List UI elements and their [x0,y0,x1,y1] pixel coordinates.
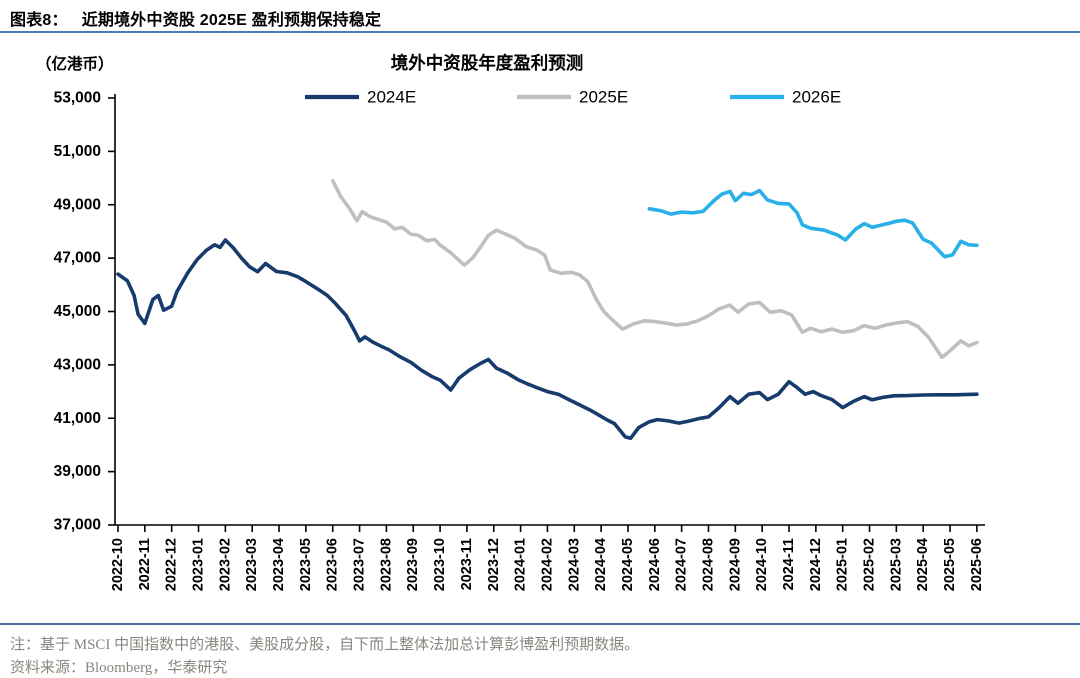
legend-label-2026E: 2026E [792,88,841,107]
chart-title: 境外中资股年度盈利预测 [391,53,584,73]
note-rule [0,623,1080,625]
plot-area: 37,000 39,000 41,000 43,000 45,000 47,000 49,0… [54,88,985,591]
x-tick-label: 2024-08 [700,538,716,591]
caption-rule [0,31,1080,33]
y-tick-label: 39,000 [54,463,101,480]
figure-source: 资料来源：Bloomberg，华泰研究 [10,660,228,676]
x-tick-label: 2022-10 [110,538,126,591]
figure-note: 注：基于 MSCI 中国指数中的港股、美股成分股，自下而上整体法加总计算彭博盈利… [10,637,640,653]
x-tick-label: 2023-08 [378,538,394,591]
y-tick-label: 41,000 [54,410,101,427]
y-tick-label: 37,000 [54,517,101,534]
x-tick-label: 2023-12 [486,538,502,591]
y-tick-label: 43,000 [54,356,101,373]
legend-label-2025E: 2025E [579,88,628,107]
x-axis-ticks: 2022-10 2022-11 2022-12 2023-01 2023-02 2023-… [110,525,985,591]
x-tick-label: 2024-10 [754,538,770,591]
y-tick-label: 53,000 [54,90,101,107]
x-tick-label: 2025-04 [915,538,931,591]
y-axis-ticks: 37,000 39,000 41,000 43,000 45,000 47,000 49,0… [54,90,115,534]
x-tick-label: 2025-01 [835,538,851,591]
figure-caption-label: 图表8： [10,12,68,29]
x-tick-label: 2023-02 [217,538,233,591]
legend: 2024E 2025E 2026E [305,88,841,107]
x-tick-label: 2024-12 [808,538,824,591]
y-tick-label: 51,000 [54,143,101,160]
series-line-2024E [116,238,979,441]
x-tick-label: 2024-04 [593,538,609,591]
x-tick-label: 2023-10 [432,538,448,591]
x-tick-label: 2023-09 [405,538,421,591]
x-tick-label: 2024-09 [727,538,743,591]
legend-label-2024E: 2024E [367,88,416,107]
x-tick-label: 2024-03 [566,538,582,591]
figure-caption-text: 近期境外中资股 2025E 盈利预期保持稳定 [81,12,382,29]
legend-item-2024E: 2024E [305,88,416,107]
y-tick-label: 49,000 [54,196,101,213]
x-tick-label: 2024-01 [513,538,529,591]
x-tick-label: 2025-03 [888,538,904,591]
x-tick-label: 2023-11 [459,538,475,590]
x-tick-label: 2023-06 [325,538,341,591]
x-tick-label: 2024-07 [674,538,690,591]
figure-caption: 图表8： 近期境外中资股 2025E 盈利预期保持稳定 [10,6,381,30]
x-tick-label: 2025-02 [862,538,878,591]
x-tick-label: 2022-12 [164,538,180,591]
x-tick-label: 2024-02 [539,538,555,591]
series-line-2025E [330,178,979,360]
x-tick-label: 2024-11 [781,538,797,590]
legend-item-2026E: 2026E [730,88,841,107]
x-tick-label: 2023-03 [244,538,260,591]
y-axis-unit-label: （亿港币） [36,54,114,73]
y-tick-label: 45,000 [54,303,101,320]
y-tick-label: 47,000 [54,250,101,267]
x-tick-label: 2023-07 [352,538,368,591]
x-tick-label: 2024-06 [647,538,663,591]
x-tick-label: 2025-05 [942,538,958,591]
axes [114,94,985,526]
legend-item-2025E: 2025E [517,88,628,107]
x-tick-label: 2023-05 [298,538,314,591]
x-tick-label: 2023-01 [191,538,207,591]
x-tick-label: 2023-04 [271,538,287,591]
x-tick-label: 2022-11 [137,538,153,590]
series-line-2026E [647,188,979,259]
series-lines [116,178,979,441]
x-tick-label: 2024-05 [620,538,636,591]
x-tick-label: 2025-06 [969,538,985,591]
